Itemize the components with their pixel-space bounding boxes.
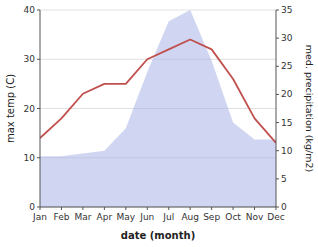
y-tick-label: 20 — [24, 104, 36, 114]
y2-tick-label: 15 — [281, 118, 292, 128]
y-tick-label: 30 — [24, 54, 36, 64]
x-tick — [125, 207, 126, 210]
x-tick-label: Apr — [97, 212, 113, 222]
y2-tick-label: 25 — [281, 61, 292, 71]
x-tick — [233, 207, 234, 210]
temperature-line — [40, 40, 276, 143]
y-tick-label: 0 — [29, 202, 35, 212]
y2-tick-label: 30 — [281, 33, 293, 43]
grid-line — [40, 10, 276, 11]
y-tick — [37, 157, 40, 158]
x-tick-label: Jul — [162, 212, 174, 222]
y2-tick-label: 20 — [281, 89, 293, 99]
x-tick-label: Nov — [246, 212, 264, 222]
x-tick — [82, 207, 83, 210]
y-tick — [37, 10, 40, 11]
x-tick-label: Jan — [32, 212, 47, 222]
x-tick-label: Mar — [74, 212, 91, 222]
plot-area — [40, 10, 276, 207]
x-tick — [168, 207, 169, 210]
x-tick — [190, 207, 191, 210]
y2-tick-label: 10 — [281, 146, 293, 156]
chart: 01020304005101520253035JanFebMarAprMayJu… — [0, 0, 318, 247]
x-axis-line — [40, 207, 276, 208]
y2-tick-label: 35 — [281, 5, 292, 15]
x-tick-label: Aug — [181, 212, 199, 222]
x-tick-label: Dec — [267, 212, 284, 222]
y-tick — [37, 108, 40, 109]
y2-axis-label: med. precipitation (kg/m2) — [304, 45, 315, 172]
x-tick-label: Jun — [139, 212, 154, 222]
y2-tick — [276, 66, 279, 67]
x-tick-label: Oct — [225, 212, 241, 222]
y2-tick — [276, 10, 279, 11]
precipitation-area — [40, 10, 276, 207]
x-tick — [211, 207, 212, 210]
y-axis-label: max temp (C) — [5, 74, 16, 143]
x-tick-label: May — [117, 212, 136, 222]
grid-line — [40, 207, 276, 208]
y2-axis-line — [276, 10, 277, 207]
x-tick-label: Feb — [53, 212, 69, 222]
x-tick — [254, 207, 255, 210]
y-tick-label: 10 — [24, 153, 36, 163]
x-tick-label: Sep — [203, 212, 220, 222]
y2-tick — [276, 122, 279, 123]
y2-tick-label: 0 — [281, 202, 287, 212]
y2-tick — [276, 150, 279, 151]
x-tick — [276, 207, 277, 210]
y2-tick — [276, 178, 279, 179]
x-axis-label: date (month) — [121, 230, 195, 241]
x-tick — [104, 207, 105, 210]
x-tick — [147, 207, 148, 210]
x-tick — [61, 207, 62, 210]
x-tick — [40, 207, 41, 210]
y-tick-label: 40 — [24, 5, 36, 15]
y2-tick — [276, 94, 279, 95]
y2-tick — [276, 38, 279, 39]
y2-tick-label: 5 — [281, 174, 287, 184]
y-tick — [37, 59, 40, 60]
